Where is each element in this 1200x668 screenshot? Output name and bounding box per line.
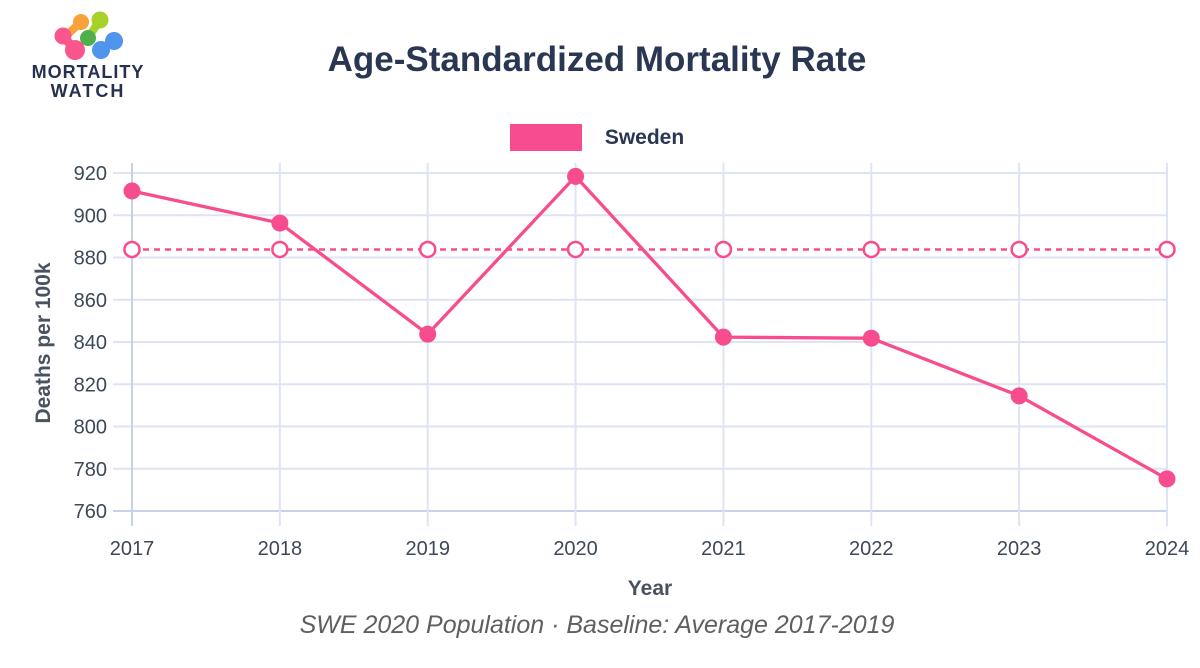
x-tick-label: 2019	[405, 538, 450, 560]
x-tick-label: 2020	[553, 538, 598, 560]
y-axis-title: Deaths per 100k	[32, 262, 55, 424]
legend-swatch-sweden[interactable]	[509, 124, 582, 151]
logo-text-mortality: MORTALITY	[31, 62, 145, 82]
baseline-point[interactable]	[566, 240, 585, 259]
x-tick-label: 2023	[997, 538, 1042, 560]
legend-label-sweden[interactable]: Sweden	[604, 125, 685, 149]
data-point-sweden[interactable]	[1158, 470, 1176, 488]
y-tick-label: 780	[74, 459, 107, 481]
logo-molecule-icon	[54, 11, 123, 60]
data-point-sweden[interactable]	[271, 214, 289, 232]
data-point-sweden[interactable]	[714, 328, 732, 346]
baseline-point[interactable]	[418, 240, 437, 259]
baseline-point[interactable]	[714, 240, 733, 259]
y-tick-label: 820	[74, 374, 107, 396]
y-tick-label: 800	[74, 417, 107, 439]
y-tick-label: 880	[74, 248, 107, 270]
x-tick-label: 2017	[110, 538, 155, 560]
series-line-sweden	[130, 174, 1169, 481]
baseline-point[interactable]	[1010, 240, 1028, 259]
x-tick-label: 2022	[849, 538, 894, 560]
chart-canvas: 760 780 800 820 840 860 880 900 920 2017 2018 2019 2…	[74, 163, 1190, 560]
x-axis-title: Year	[627, 577, 673, 600]
x-tick-label: 2018	[258, 538, 303, 560]
x-tick-label: 2024	[1145, 538, 1190, 560]
mortality-watch-logo: MORTALITY WATCH	[18, 4, 158, 101]
logo-text-watch: WATCH	[50, 81, 126, 101]
data-point-sweden[interactable]	[1010, 387, 1028, 405]
data-point-sweden[interactable]	[862, 329, 880, 347]
y-tick-label: 900	[74, 205, 107, 227]
x-tick-label: 2021	[701, 538, 746, 560]
y-tick-label: 760	[74, 501, 107, 523]
chart-title: Age-Standardized Mortality Rate	[327, 40, 867, 79]
legend: Sweden	[0, 124, 1194, 151]
y-tick-label: 920	[74, 163, 107, 185]
chart-caption: SWE 2020 Population · Baseline: Average …	[299, 611, 895, 639]
baseline-point[interactable]	[123, 240, 141, 259]
baseline-point[interactable]	[1158, 240, 1176, 259]
baseline-point[interactable]	[862, 240, 881, 259]
data-point-sweden[interactable]	[419, 325, 437, 343]
baseline-point[interactable]	[271, 240, 289, 259]
y-tick-label: 840	[74, 332, 107, 354]
data-point-sweden[interactable]	[567, 167, 585, 185]
data-point-sweden[interactable]	[123, 182, 141, 200]
y-tick-label: 860	[74, 290, 107, 312]
